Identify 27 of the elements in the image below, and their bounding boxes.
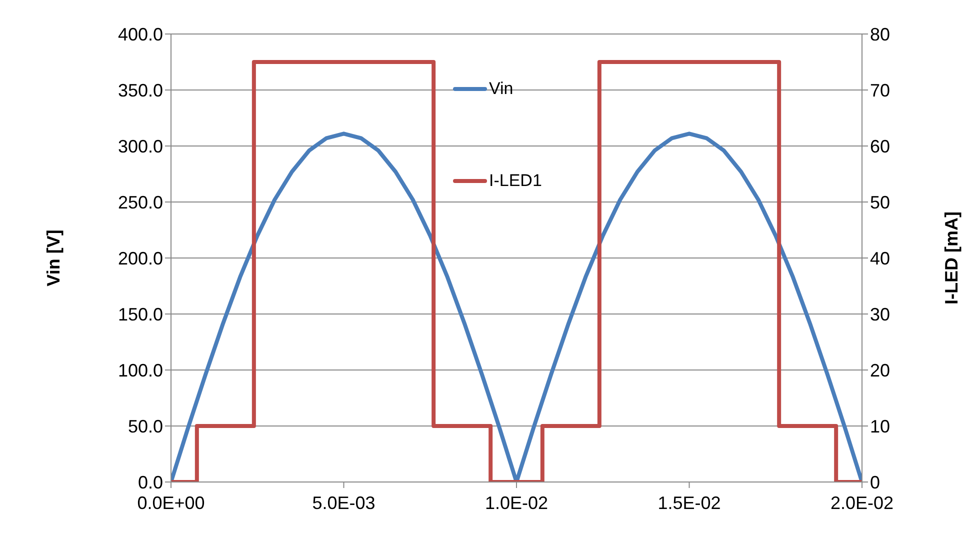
y2-tick-label: 80 [870,24,890,44]
y2-tick-label: 60 [870,136,890,156]
y-tick-label: 400.0 [118,24,163,44]
y-tick-label: 200.0 [118,248,163,268]
legend-label: Vin [489,79,514,99]
y2-tick-label: 40 [870,248,890,268]
y-tick-label: 0.0 [138,472,163,492]
y2-tick-label: 30 [870,304,890,324]
x-tick-label: 2.0E-02 [830,492,894,513]
x-tick-label: 0.0E+00 [137,492,205,513]
y-tick-label: 100.0 [118,360,163,380]
y-tick-label: 150.0 [118,304,163,324]
y-tick-label: 300.0 [118,136,163,156]
x-tick-label: 1.5E-02 [658,492,721,513]
y2-axis-title: I-LED [mA] [941,212,962,304]
y-axis-title: Vin [V] [43,230,64,286]
y-tick-label: 350.0 [118,80,163,100]
legend-label: I-LED1 [489,171,542,191]
y-tick-label: 50.0 [128,416,163,436]
y2-tick-label: 50 [870,192,890,212]
y2-tick-label: 0 [870,472,880,492]
y2-tick-label: 70 [870,80,890,100]
y2-tick-label: 20 [870,360,890,380]
y-tick-label: 250.0 [118,192,163,212]
y2-tick-label: 10 [870,416,890,436]
x-tick-label: 1.0E-02 [484,492,548,513]
x-tick-label: 5.0E-03 [312,492,376,513]
